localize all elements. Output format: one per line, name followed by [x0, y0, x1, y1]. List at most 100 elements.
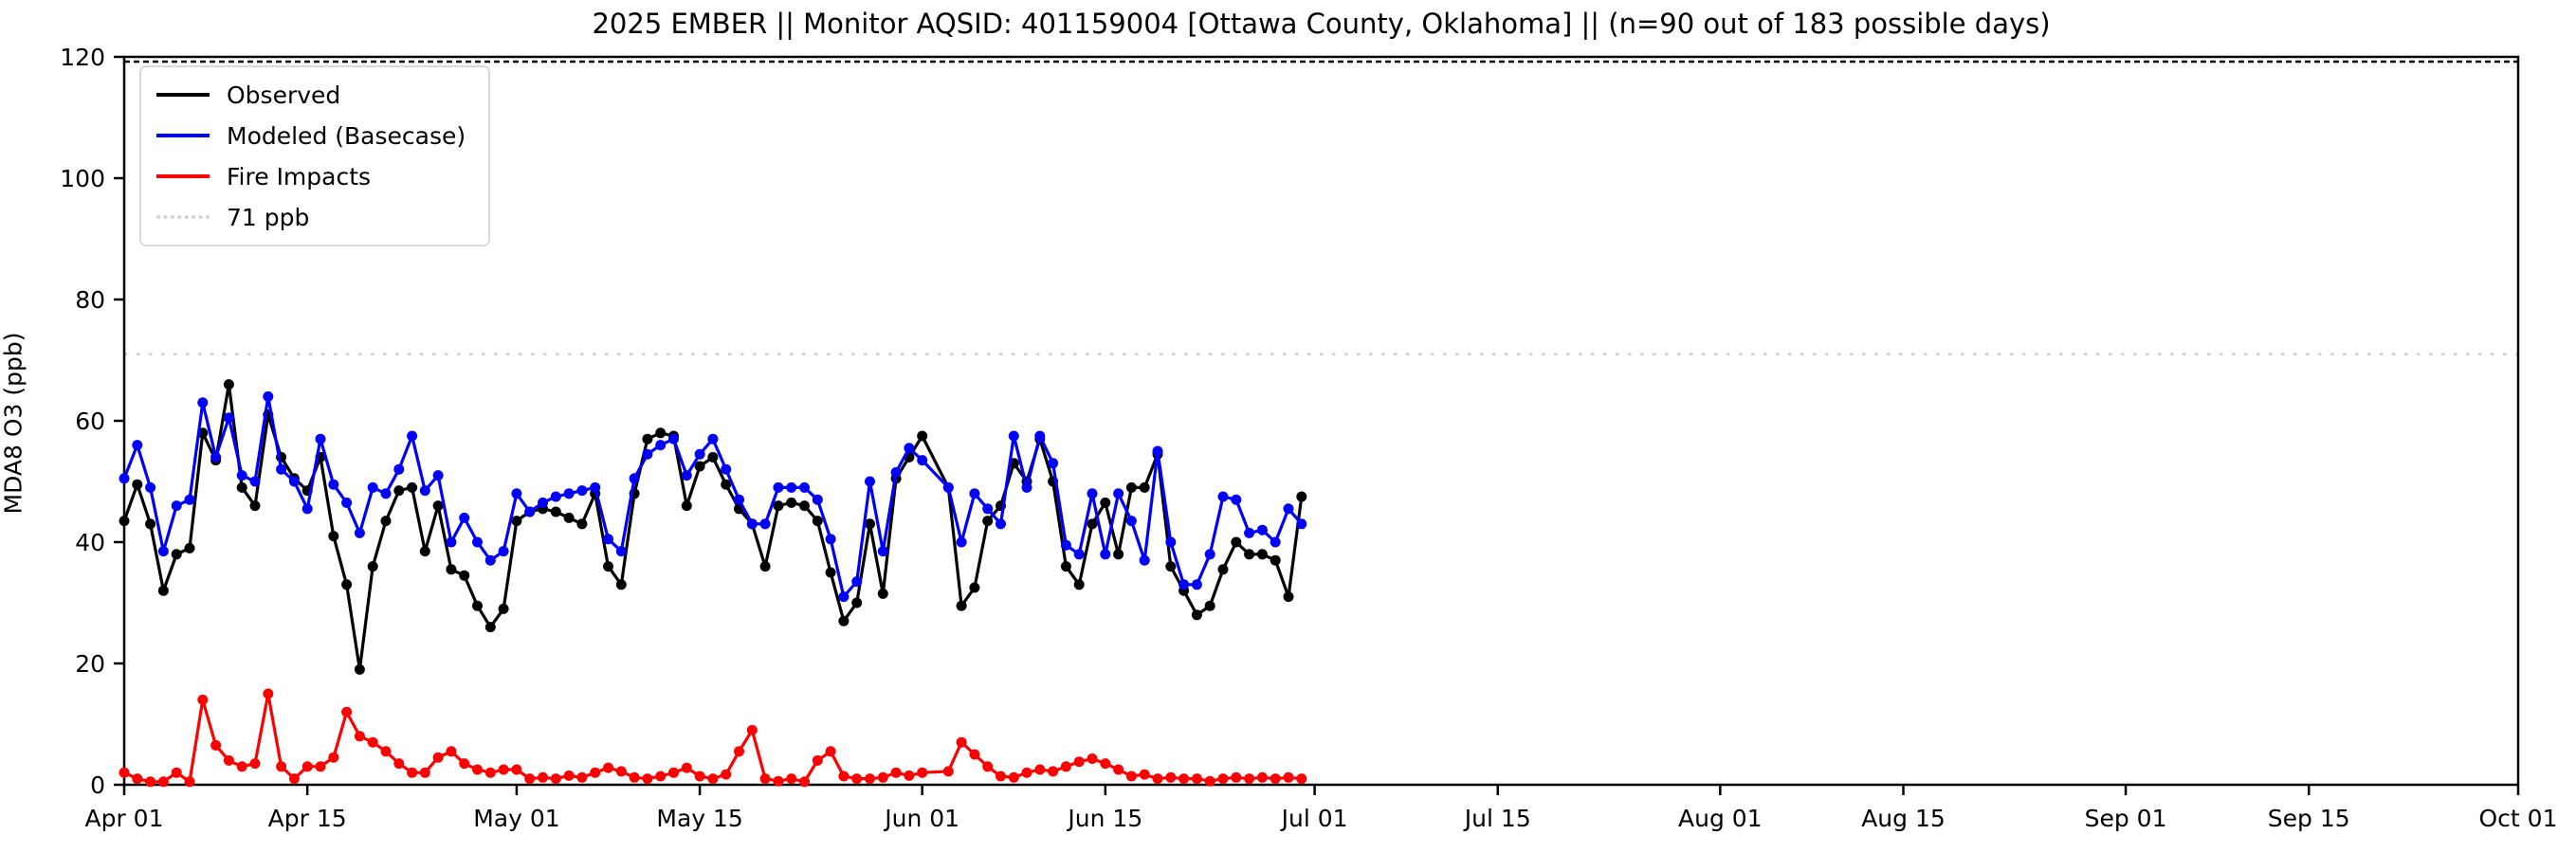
observed-data-point	[642, 433, 653, 445]
observed-data-point	[1113, 549, 1124, 560]
modeled-data-point	[367, 481, 378, 493]
modeled-data-point	[498, 546, 509, 557]
modeled-data-point	[197, 397, 209, 408]
fire-data-point	[1087, 753, 1098, 764]
observed-data-point	[1256, 549, 1268, 560]
modeled-data-point	[642, 448, 653, 460]
fire-data-point	[301, 761, 313, 772]
modeled-data-point	[1244, 527, 1255, 538]
observed-data-point	[1296, 491, 1307, 502]
x-tick-label: Sep 15	[2268, 805, 2350, 832]
modeled-data-point	[524, 506, 536, 517]
observed-data-point	[773, 500, 784, 512]
y-tick-label: 0	[90, 771, 105, 799]
fire-data-point	[1283, 771, 1294, 783]
modeled-data-point	[157, 546, 169, 557]
modeled-data-point	[759, 518, 771, 530]
y-tick-label: 60	[75, 408, 105, 435]
modeled-data-point	[942, 481, 954, 493]
modeled-data-point	[1204, 549, 1215, 560]
modeled-data-point	[681, 470, 692, 481]
observed-data-point	[498, 603, 509, 614]
modeled-data-point	[263, 390, 274, 402]
x-tick-label: May 01	[473, 805, 559, 832]
modeled-data-point	[956, 536, 967, 548]
observed-data-point	[380, 516, 392, 527]
fire-data-point	[484, 767, 496, 778]
modeled-data-point	[996, 518, 1006, 530]
observed-data-point	[1125, 481, 1137, 493]
modeled-data-point	[145, 481, 156, 493]
fire-data-point	[393, 758, 405, 770]
observed-data-point	[1073, 579, 1085, 590]
fire-data-point	[367, 736, 378, 748]
modeled-data-point	[380, 488, 392, 499]
observed-data-point	[484, 622, 496, 633]
observed-data-point	[1217, 564, 1229, 575]
modeled-data-point	[210, 451, 222, 463]
x-tick-label: Aug 01	[1678, 805, 1763, 832]
observed-data-point	[865, 518, 875, 530]
y-tick-label: 40	[75, 529, 105, 556]
modeled-data-point	[301, 503, 313, 515]
fire-data-point	[1256, 771, 1268, 783]
fire-data-point	[838, 771, 850, 782]
fire-data-point	[917, 767, 928, 778]
observed-data-point	[472, 600, 483, 611]
fire-data-point	[877, 771, 888, 783]
modeled-data-point	[1034, 430, 1046, 442]
modeled-data-point	[407, 430, 418, 442]
observed-data-point	[786, 497, 797, 508]
legend-box: Observed Modeled (Basecase) Fire Impacts…	[139, 65, 491, 246]
legend-label: Fire Impacts	[227, 162, 372, 191]
modeled-data-point	[707, 433, 719, 445]
modeled-data-point	[904, 443, 915, 454]
x-tick-label: Jun 01	[883, 805, 959, 832]
fire-data-point	[538, 771, 548, 783]
modeled-data-point	[223, 412, 234, 424]
modeled-data-point	[615, 546, 627, 557]
modeled-data-point	[694, 448, 705, 460]
modeled-data-point	[393, 463, 405, 475]
fire-data-point	[890, 767, 902, 778]
observed-data-point	[236, 481, 247, 493]
modeled-data-point	[119, 473, 130, 484]
modeled-data-point	[446, 536, 457, 548]
fire-data-point	[1191, 773, 1202, 785]
observed-data-point	[1165, 561, 1177, 572]
observed-data-point	[1087, 518, 1098, 530]
observed-data-point	[1244, 549, 1255, 560]
modeled-data-point	[1152, 445, 1163, 457]
modeled-data-point	[773, 481, 784, 493]
fire-data-point	[197, 694, 209, 705]
modeled-data-point	[812, 494, 823, 505]
legend-item-fire: Fire Impacts	[156, 160, 466, 192]
fire-data-point	[1034, 764, 1046, 775]
fire-data-point	[184, 776, 195, 788]
fire-data-point	[1073, 756, 1085, 768]
fire-data-point	[615, 766, 627, 777]
fire-data-point	[969, 749, 980, 760]
modeled-data-point	[1270, 536, 1281, 548]
fire-data-point	[1021, 767, 1032, 778]
fire-data-point	[1060, 761, 1071, 772]
fire-data-point	[904, 770, 915, 781]
fire-data-point	[1008, 771, 1019, 783]
fire-data-point	[1125, 771, 1137, 782]
modeled-data-point	[1256, 524, 1268, 535]
observed-data-point	[550, 506, 561, 517]
y-tick-label: 80	[75, 286, 105, 314]
x-tick-label: Apr 15	[268, 805, 347, 832]
fire-data-point	[315, 761, 326, 772]
observed-data-point	[956, 600, 967, 611]
modeled-data-point	[341, 497, 353, 508]
modeled-data-point	[1008, 430, 1019, 442]
observed-data-point	[799, 500, 810, 512]
fire-data-point	[655, 771, 667, 782]
observed-data-point	[354, 663, 365, 675]
modeled-data-point	[603, 534, 613, 545]
observed-data-point	[328, 531, 339, 542]
observed-data-point	[157, 585, 169, 596]
